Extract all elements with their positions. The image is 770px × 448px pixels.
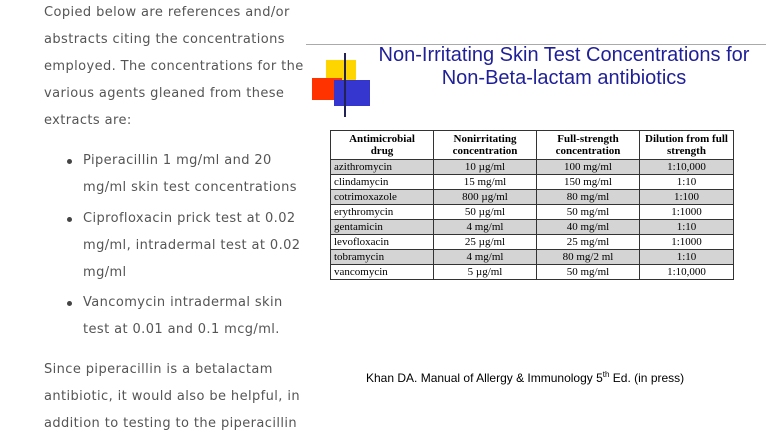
nonirritating-cell: 800 µg/ml [433, 189, 537, 205]
nonirritating-cell: 4 mg/ml [433, 219, 537, 235]
drug-cell: clindamycin [330, 174, 434, 190]
dilution-cell: 1:1000 [639, 204, 734, 220]
bullet-line: mg/ml [83, 265, 127, 280]
bullet-line: mg/ml skin test concentrations [83, 180, 297, 195]
full-strength-cell: 80 mg/ml [536, 189, 640, 205]
table-row: cotrimoxazole 800 µg/ml 80 mg/ml 1:100 [330, 189, 734, 205]
full-strength-cell: 150 mg/ml [536, 174, 640, 190]
table-header-row: Antimicrobial drug Nonirritating concentra… [330, 130, 734, 160]
full-strength-cell: 100 mg/ml [536, 159, 640, 175]
table-row: gentamicin 4 mg/ml 40 mg/ml 1:10 [330, 219, 734, 235]
bullet-line: mg/ml, intradermal test at 0.02 [83, 238, 301, 253]
table-row: azithromycin 10 µg/ml 100 mg/ml 1:10,000 [330, 159, 734, 175]
slide-image: Non-Irritating Skin Test Concentrations … [306, 40, 766, 400]
nonirritating-cell: 10 µg/ml [433, 159, 537, 175]
nonirritating-cell: 5 µg/ml [433, 264, 537, 280]
nonirritating-cell: 25 µg/ml [433, 234, 537, 250]
dilution-cell: 1:10 [639, 174, 734, 190]
bullet-line: test at 0.01 and 0.1 mcg/ml. [83, 322, 280, 337]
drug-cell: erythromycin [330, 204, 434, 220]
drug-cell: cotrimoxazole [330, 189, 434, 205]
dilution-cell: 1:10,000 [639, 159, 734, 175]
table-row: erythromycin 50 µg/ml 50 mg/ml 1:1000 [330, 204, 734, 220]
column-header: Nonirritating concentration [433, 130, 537, 160]
drug-cell: vancomycin [330, 264, 434, 280]
bullet-line: Ciprofloxacin prick test at 0.02 [83, 211, 296, 226]
table-row: tobramycin 4 mg/ml 80 mg/2 ml 1:10 [330, 249, 734, 265]
dilution-cell: 1:10 [639, 249, 734, 265]
dilution-cell: 1:1000 [639, 234, 734, 250]
full-strength-cell: 40 mg/ml [536, 219, 640, 235]
concentration-table: Antimicrobial drug Nonirritating concentra… [330, 130, 734, 280]
full-strength-cell: 25 mg/ml [536, 234, 640, 250]
decorative-blue-square [334, 80, 370, 106]
nonirritating-cell: 50 µg/ml [433, 204, 537, 220]
bullet-icon [67, 217, 72, 222]
intro-line: extracts are: [44, 113, 132, 128]
dilution-cell: 1:100 [639, 189, 734, 205]
column-header: Dilution from full strength [639, 130, 734, 160]
bullet-icon [67, 159, 72, 164]
nonirritating-cell: 4 mg/ml [433, 249, 537, 265]
dilution-cell: 1:10 [639, 219, 734, 235]
table-row: clindamycin 15 mg/ml 150 mg/ml 1:10 [330, 174, 734, 190]
nonirritating-cell: 15 mg/ml [433, 174, 537, 190]
citation-text: Ed. (in press) [609, 371, 685, 385]
closing-line: antibiotic, it would also be helpful, in [44, 389, 300, 404]
slide-title: Non-Irritating Skin Test Concentrations … [364, 44, 764, 90]
drug-cell: levofloxacin [330, 234, 434, 250]
closing-line: Since piperacillin is a betalactam [44, 362, 273, 377]
citation-text: Khan DA. Manual of Allergy & Immunology … [366, 371, 603, 385]
dilution-cell: 1:10,000 [639, 264, 734, 280]
intro-line: abstracts citing the concentrations [44, 32, 285, 47]
slide-title-line: Non-Beta-lactam antibiotics [441, 67, 687, 89]
decorative-vertical-line [344, 53, 346, 117]
intro-line: various agents gleaned from these [44, 86, 285, 101]
full-strength-cell: 50 mg/ml [536, 264, 640, 280]
intro-line: Copied below are references and/or [44, 5, 290, 20]
slide-citation: Khan DA. Manual of Allergy & Immunology … [366, 370, 684, 385]
column-header: Full-strength concentration [536, 130, 640, 160]
bullet-icon [67, 301, 72, 306]
citation-superscript: th [602, 370, 610, 379]
bullet-line: Piperacillin 1 mg/ml and 20 [83, 153, 272, 168]
table-row: levofloxacin 25 µg/ml 25 mg/ml 1:1000 [330, 234, 734, 250]
bullet-line: Vancomycin intradermal skin [83, 295, 283, 310]
slide-title-line: Non-Irritating Skin Test Concentrations … [378, 44, 750, 66]
drug-cell: tobramycin [330, 249, 434, 265]
full-strength-cell: 50 mg/ml [536, 204, 640, 220]
full-strength-cell: 80 mg/2 ml [536, 249, 640, 265]
table-row: vancomycin 5 µg/ml 50 mg/ml 1:10,000 [330, 264, 734, 280]
column-header: Antimicrobial drug [330, 130, 434, 160]
slide-divider [306, 44, 766, 45]
closing-line: addition to testing to the piperacillin [44, 416, 298, 431]
drug-cell: gentamicin [330, 219, 434, 235]
drug-cell: azithromycin [330, 159, 434, 175]
intro-line: employed. The concentrations for the [44, 59, 304, 74]
